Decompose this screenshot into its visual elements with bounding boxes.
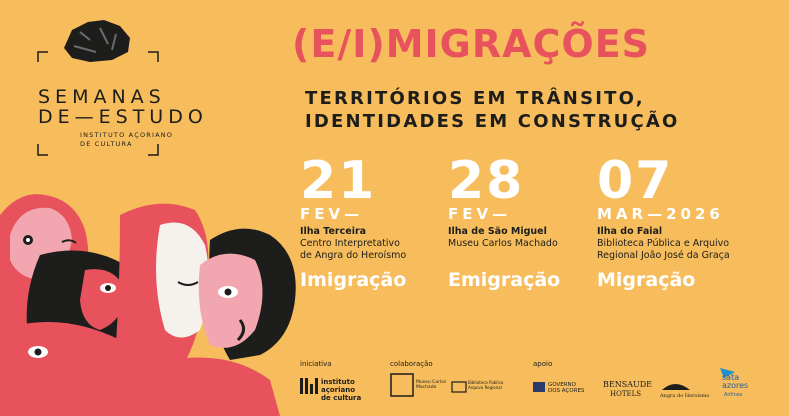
session-venue: Museu Carlos Machado — [448, 238, 558, 249]
session-island: Ilha Terceira — [300, 226, 367, 237]
session-theme: Imigração — [300, 269, 407, 291]
session-month: MAR—2026 — [597, 205, 724, 223]
session-day: 28 — [448, 151, 525, 211]
footer-label: iniciativa — [300, 360, 332, 368]
logo-org: INSTITUTO AÇORIANO — [80, 131, 174, 139]
session-day: 21 — [300, 151, 377, 211]
session-venue: de Angra do Heroísmo — [300, 250, 407, 261]
title: (E/I)MIGRAÇÕES — [292, 22, 651, 66]
footer-marks — [300, 368, 735, 397]
logo-rock-texture — [73, 27, 117, 53]
footer-label: colaboração — [390, 360, 433, 368]
logo-line: DE—ESTUDO — [38, 106, 208, 128]
sponsor: HOTELS — [610, 390, 642, 398]
logo-org: DE CULTURA — [80, 140, 133, 148]
session-theme: Emigração — [448, 269, 561, 291]
session-venue: Centro Interpretativo — [300, 238, 400, 249]
sponsor: Museu Carlos Machado — [416, 380, 447, 390]
sponsor: BENSAUDE — [603, 380, 652, 389]
sponsor: de cultura — [321, 394, 362, 402]
logo-line: SEMANAS — [38, 86, 166, 108]
footer-label: apoio — [533, 360, 553, 368]
session-venue: Regional João José da Graça — [597, 250, 730, 261]
subtitle: IDENTIDADES EM CONSTRUÇÃO — [305, 111, 680, 132]
session-island: Ilha de São Miguel — [448, 226, 547, 237]
session-theme: Migração — [597, 269, 696, 291]
session-month: FEV— — [448, 205, 512, 223]
sponsor: sata — [722, 373, 740, 382]
sponsor: GOVERNO DOS AÇORES — [548, 382, 585, 394]
sponsor: Airlines — [724, 392, 743, 398]
sponsor: Angra do Heroísmo — [660, 393, 710, 399]
subtitle: TERRITÓRIOS EM TRÂNSITO, — [305, 88, 645, 109]
illustration — [0, 194, 296, 416]
session-venue: Biblioteca Pública e Arquivo — [597, 238, 730, 249]
sponsor: Biblioteca Pública Arquivo Regional — [468, 380, 504, 390]
sponsor: instituto — [321, 378, 355, 386]
sponsor: azores — [722, 381, 749, 390]
sponsor: açoriano — [321, 386, 356, 394]
session-island: Ilha do Faial — [597, 226, 663, 237]
session-day: 07 — [597, 151, 674, 211]
session-month: FEV— — [300, 205, 364, 223]
logo-rock — [64, 20, 130, 62]
logo-brackets — [37, 51, 159, 156]
